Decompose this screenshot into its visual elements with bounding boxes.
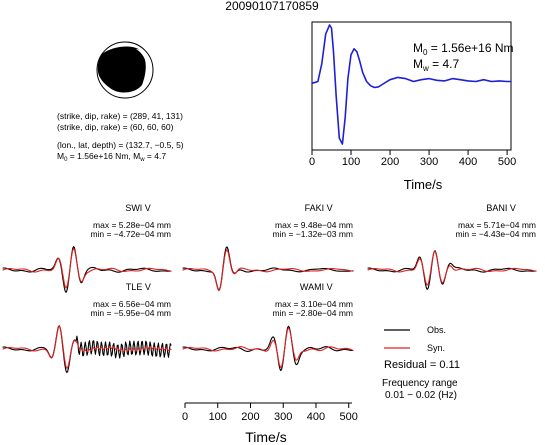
station-name: FAKI V (305, 203, 333, 213)
stf-x-tick-label: 400 (459, 156, 477, 168)
synthetic-waveform (2, 325, 172, 369)
station-min-amplitude: min = −1.32e−03 mm (272, 229, 353, 239)
station-min-amplitude: min = −4.72e−04 mm (90, 229, 171, 239)
bottom-axis-tick-label: 400 (307, 411, 325, 423)
stf-x-tick-label: 200 (381, 156, 399, 168)
frequency-range-value: 0.01 − 0.02 (Hz) (385, 390, 457, 401)
observed-waveform (182, 325, 354, 372)
bottom-axis-tick-label: 200 (241, 411, 259, 423)
frequency-range-title: Frequency range (382, 378, 458, 389)
station-min-amplitude: min = −5.95e−04 mm (90, 308, 171, 318)
synthetic-waveform (182, 327, 354, 368)
stf-x-tick-label: 500 (498, 156, 516, 168)
stf-x-axis: 0 100 200 300 400 500 (309, 150, 516, 168)
synthetic-waveform (2, 248, 172, 289)
station-min-amplitude: min = −2.80e−04 mm (272, 308, 353, 318)
stf-mw-annotation: Mw = 4.7 (413, 57, 459, 73)
beachball-compressional-quadrant (97, 46, 146, 93)
mechanism-line2: (strike, dip, rake) = (60, 60, 60) (57, 122, 174, 132)
stf-x-axis-label: Time/s (404, 177, 443, 192)
mechanism-parameters: (strike, dip, rake) = (289, 41, 131) (st… (57, 111, 184, 163)
station-name: WAMI V (300, 282, 333, 292)
station-max-amplitude: max = 5.28e−04 mm (93, 220, 171, 230)
station-name: BANI V (486, 203, 516, 213)
beachball-dilatational-wedge (136, 49, 149, 88)
legend-obs-label: Obs. (427, 325, 446, 335)
waveform-traces (182, 246, 354, 292)
station-max-amplitude: max = 3.10e−04 mm (275, 299, 353, 309)
waveform-traces (2, 246, 172, 293)
waveform-traces (367, 250, 537, 290)
synthetic-waveform (367, 251, 537, 286)
figure-title: 20090107170859 (225, 0, 319, 13)
stf-x-tick-label: 300 (420, 156, 438, 168)
bottom-axis-tick-label: 500 (340, 411, 358, 423)
station-name: SWI V (125, 203, 151, 213)
waveform-legend: Obs. Syn. Residual = 0.11 Frequency rang… (382, 325, 460, 401)
station-max-amplitude: max = 6.56e−04 mm (93, 299, 171, 309)
bottom-axis-tick-label: 100 (209, 411, 227, 423)
legend-syn-label: Syn. (427, 343, 445, 353)
stf-m0-annotation: M0 = 1.56e+16 Nm (413, 41, 514, 57)
mechanism-line4: M0 = 1.56e+16 Nm, Mw = 4.7 (57, 151, 166, 163)
waveform-time-axis: 0 100 200 300 400 500 (182, 402, 358, 423)
stf-plot-frame (311, 21, 512, 151)
focal-mechanism-beachball (96, 41, 154, 99)
mechanism-line3: (lon., lat, depth) = (132.7, −0.5, 5) (57, 140, 184, 150)
synthetic-waveform (182, 249, 354, 292)
mechanism-line1: (strike, dip, rake) = (289, 41, 131) (57, 111, 183, 121)
waveform-time-axis-label: Time/s (245, 429, 286, 445)
bottom-axis-tick-label: 300 (274, 411, 292, 423)
residual-value: Residual = 0.11 (384, 359, 460, 371)
waveform-traces (2, 325, 172, 374)
stf-x-tick-label: 100 (342, 156, 360, 168)
station-max-amplitude: max = 9.48e−04 mm (275, 220, 353, 230)
source-time-function-plot: 0 100 200 300 400 500 M0 = 1.56e+16 Nm Mw = 4… (309, 21, 516, 192)
station-name: TLE V (126, 282, 151, 292)
stf-curve (311, 24, 512, 145)
station-max-amplitude: max = 5.71e−04 mm (458, 220, 536, 230)
waveform-traces (182, 325, 354, 372)
station-min-amplitude: min = −4.43e−04 mm (455, 229, 536, 239)
bottom-axis-tick-label: 0 (182, 411, 188, 423)
stf-x-tick-label: 0 (309, 156, 315, 168)
